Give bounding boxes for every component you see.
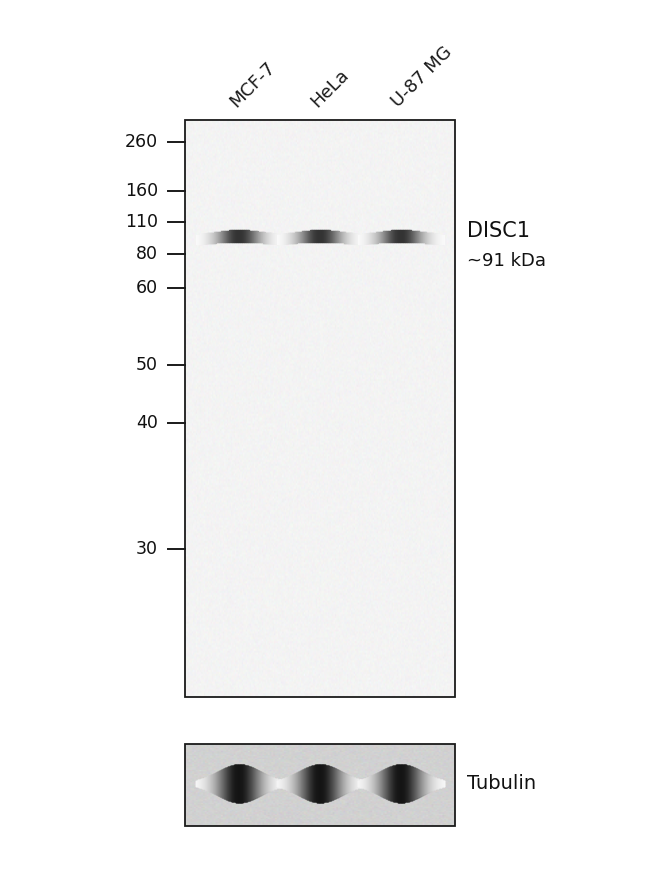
Text: MCF-7: MCF-7 <box>226 59 279 111</box>
Text: 110: 110 <box>125 213 158 231</box>
Text: HeLa: HeLa <box>307 66 352 111</box>
Text: U-87 MG: U-87 MG <box>388 44 456 111</box>
Text: DISC1: DISC1 <box>467 221 530 241</box>
Bar <box>185 120 455 697</box>
Text: 30: 30 <box>136 540 158 558</box>
Text: 160: 160 <box>125 182 158 200</box>
Bar <box>185 744 455 826</box>
Text: 50: 50 <box>136 356 158 374</box>
Text: 60: 60 <box>136 279 158 297</box>
Text: 80: 80 <box>136 245 158 263</box>
Text: 260: 260 <box>125 133 158 151</box>
Text: ~91 kDa: ~91 kDa <box>467 252 546 270</box>
Text: Tubulin: Tubulin <box>467 773 536 793</box>
Text: 40: 40 <box>136 414 158 432</box>
